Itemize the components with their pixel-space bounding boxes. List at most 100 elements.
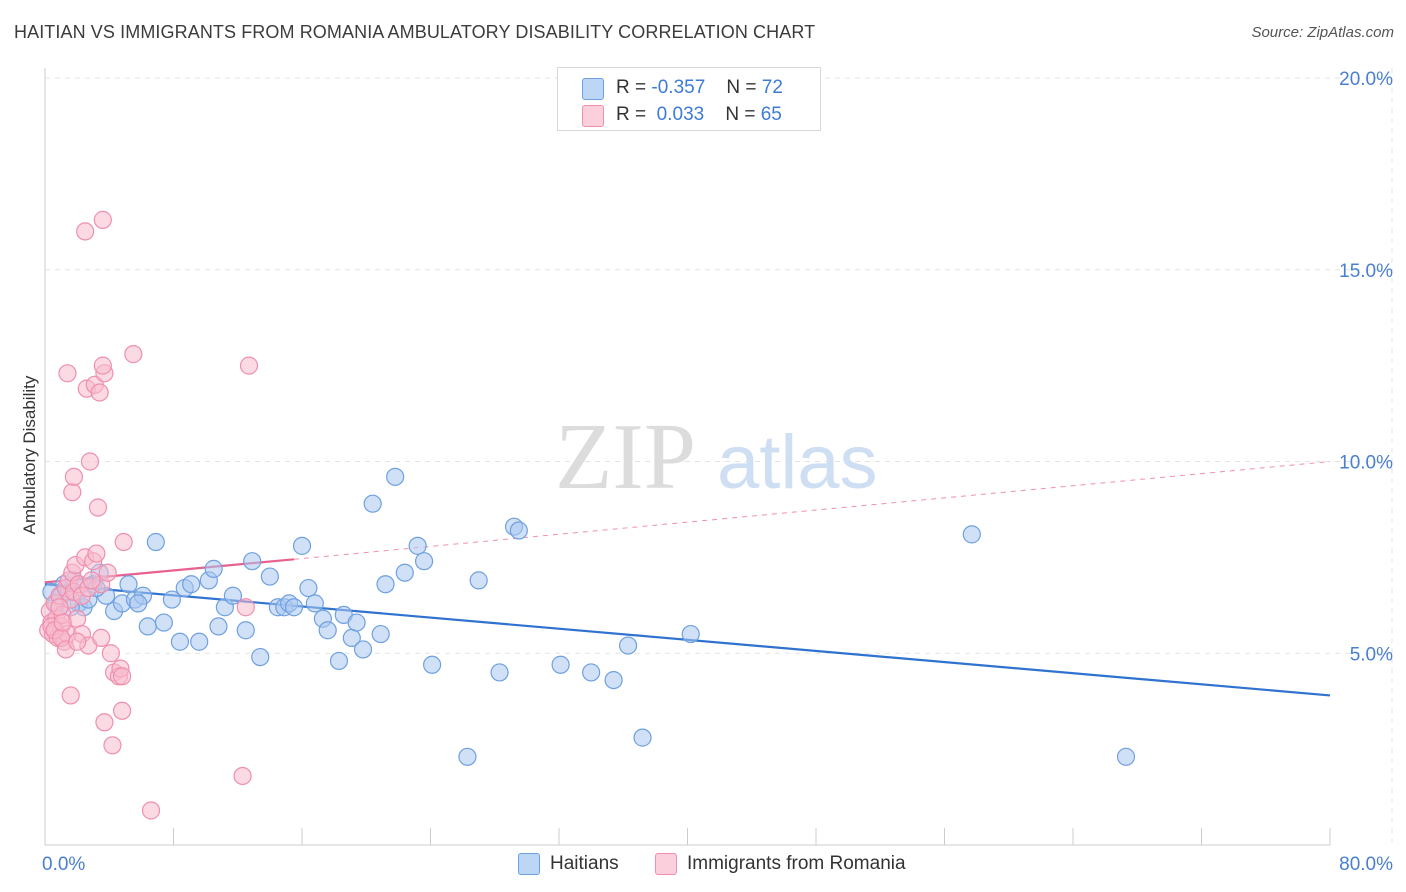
- romania-point: [93, 356, 112, 375]
- romania-point: [112, 667, 132, 686]
- haitians-point: [681, 624, 700, 644]
- watermark: ZIP atlas: [555, 405, 878, 509]
- haitians-point: [371, 624, 390, 644]
- x-tick-label: 80.0%: [1339, 854, 1393, 875]
- tick-labels: 5.0% 10.0% 15.0% 20.0% 0.0% 80.0%: [42, 69, 1393, 875]
- r-value-romania: 0.033: [651, 104, 705, 125]
- haitians-point: [458, 747, 477, 766]
- haitians-point: [223, 586, 243, 605]
- n-label: N =: [726, 77, 757, 98]
- haitians-point: [292, 536, 312, 555]
- romania-point: [68, 632, 87, 651]
- haitians-point: [182, 575, 201, 594]
- source-credit: Source: ZipAtlas.com: [1251, 24, 1394, 41]
- haitians-point: [962, 525, 981, 544]
- haitians-point: [204, 559, 223, 578]
- romania-point: [50, 598, 69, 617]
- haitians-point: [260, 567, 279, 586]
- romania-point: [58, 364, 77, 383]
- r-label: R =: [616, 77, 647, 98]
- haitians-point: [582, 663, 601, 682]
- n-value-romania: 65: [760, 104, 782, 125]
- haitians-point: [363, 494, 382, 513]
- haitians-point: [469, 571, 488, 590]
- data-points: [39, 210, 1136, 820]
- romania-point: [63, 483, 82, 502]
- series-name-romania: Immigrants from Romania: [687, 853, 906, 874]
- haitians-point: [353, 640, 373, 659]
- haitians-point: [604, 670, 623, 690]
- romania-point: [90, 383, 109, 402]
- haitians-point: [423, 655, 442, 674]
- haitians-point: [119, 575, 138, 594]
- haitians-point: [414, 552, 434, 571]
- axes: [44, 68, 1331, 846]
- romania-point: [64, 467, 84, 486]
- haitians-point: [509, 521, 528, 540]
- romania-point: [124, 345, 143, 364]
- romania-trend-extension: [293, 461, 1331, 560]
- y-tick-label: 10.0%: [1339, 453, 1393, 474]
- haitians-point: [243, 552, 262, 571]
- romania-point: [112, 701, 132, 720]
- haitians-swatch: [582, 78, 604, 100]
- correlation-legend: R = -0.357 N = 72 R = 0.033 N = 65: [557, 67, 821, 131]
- romania-point: [88, 498, 108, 517]
- n-value-haitians: 72: [761, 77, 783, 98]
- y-axis-label: Ambulatory Disability: [20, 375, 39, 534]
- n-label: N =: [725, 104, 756, 125]
- romania-point: [98, 563, 117, 582]
- romania-point: [101, 644, 120, 663]
- haitians-point: [347, 613, 366, 632]
- haitians-point: [190, 632, 209, 651]
- haitians-point: [138, 617, 157, 636]
- haitians-point: [236, 621, 255, 640]
- haitians-point: [633, 728, 652, 747]
- haitians-point: [154, 613, 173, 632]
- y-tick-label: 15.0%: [1339, 261, 1393, 282]
- haitians-point: [618, 636, 638, 655]
- chart-title: HAITIAN VS IMMIGRANTS FROM ROMANIA AMBUL…: [14, 22, 816, 42]
- haitians-point: [490, 663, 509, 682]
- haitians-point: [551, 655, 570, 674]
- series-name-haitians: Haitians: [550, 853, 619, 874]
- haitians-point: [146, 532, 165, 552]
- haitians-point: [209, 617, 228, 636]
- r-label: R =: [616, 104, 647, 125]
- r-value-haitians: -0.357: [651, 77, 706, 98]
- haitians-point: [129, 594, 148, 613]
- watermark-zip: ZIP: [555, 405, 696, 509]
- y-tick-label: 20.0%: [1339, 69, 1393, 90]
- romania-point: [92, 628, 111, 648]
- haitians-point: [251, 647, 270, 667]
- romania-point: [239, 356, 259, 375]
- haitians-point: [284, 598, 304, 617]
- romania-point: [80, 452, 100, 471]
- romania-swatch: [582, 105, 604, 127]
- romania-point: [61, 686, 80, 705]
- romania-point: [233, 766, 252, 786]
- romania-point: [87, 544, 106, 563]
- haitians-point: [162, 590, 181, 609]
- haitians-point: [386, 467, 405, 486]
- haitians-point: [170, 632, 190, 651]
- haitians-point: [318, 621, 337, 640]
- haitians-point: [305, 594, 324, 613]
- grid-lines: [45, 68, 1393, 845]
- romania-swatch: [655, 853, 677, 875]
- romania-point: [76, 222, 95, 241]
- romania-point: [236, 598, 255, 617]
- haitians-point: [408, 536, 427, 555]
- y-tick-label: 5.0%: [1350, 644, 1393, 665]
- haitians-swatch: [518, 853, 540, 875]
- romania-point: [53, 613, 72, 632]
- romania-point: [95, 713, 114, 732]
- romania-point: [114, 532, 133, 552]
- haitians-point: [299, 578, 318, 598]
- romania-point: [141, 801, 161, 820]
- romania-point: [103, 736, 122, 755]
- haitians-point: [395, 563, 414, 582]
- romania-point: [93, 210, 112, 229]
- haitians-point: [329, 651, 349, 671]
